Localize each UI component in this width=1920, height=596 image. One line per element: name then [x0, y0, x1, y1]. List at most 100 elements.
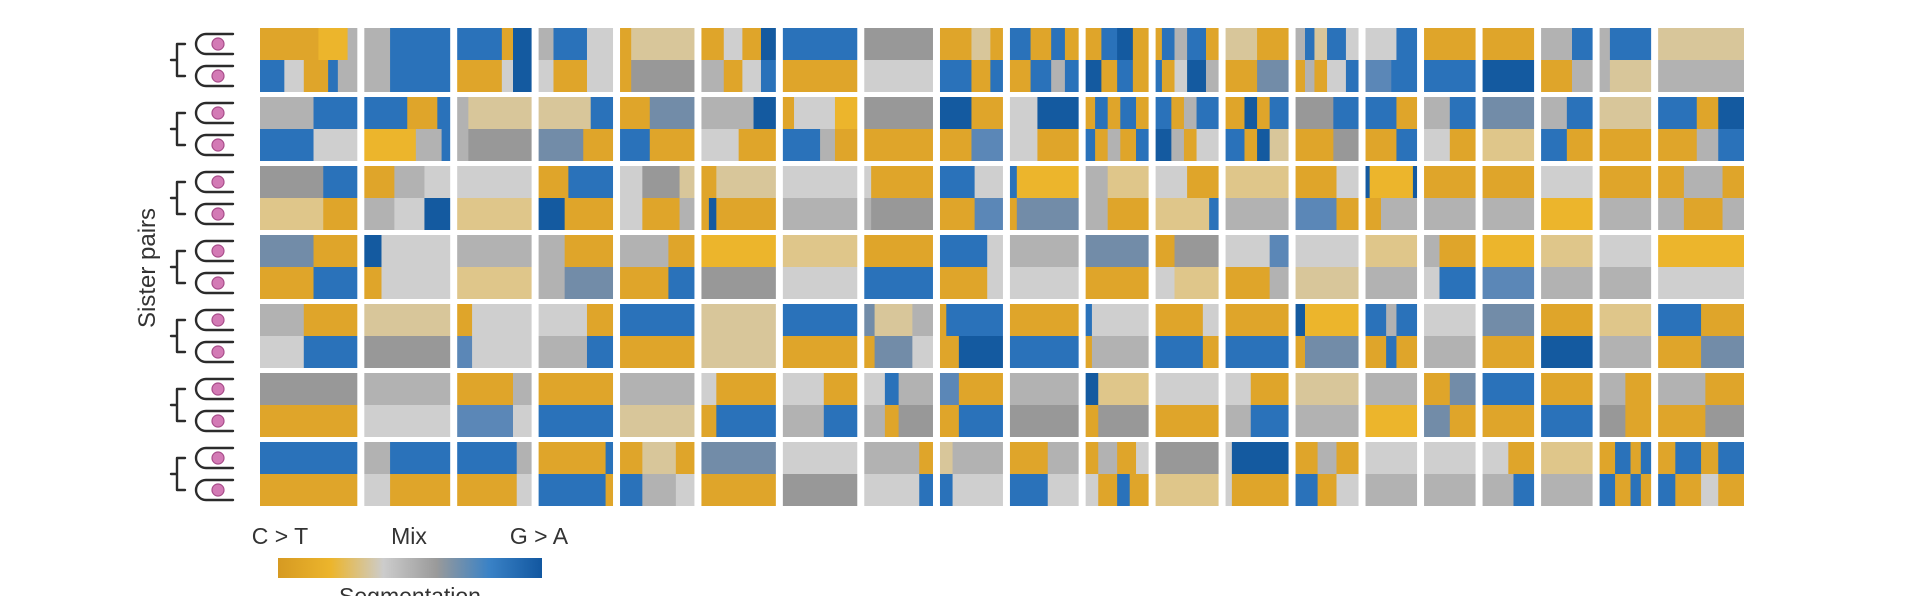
segment-top: [1009, 373, 1079, 405]
segment-bottom: [1225, 405, 1252, 437]
sister-pair-cell: [1599, 373, 1652, 437]
segment-bottom: [742, 60, 762, 92]
segment-bottom: [538, 474, 607, 506]
segment-top: [260, 166, 324, 198]
segment-top: [701, 166, 717, 198]
segment-top: [701, 442, 776, 474]
segment-top: [457, 373, 514, 405]
segment-top: [1225, 235, 1271, 267]
segment-top: [971, 97, 1003, 129]
segment-bottom: [1449, 405, 1476, 437]
sister-pair-cell: [1365, 442, 1418, 506]
segment-top: [1424, 97, 1451, 129]
sister-pair-cell: [1424, 166, 1476, 230]
segment-top: [782, 235, 858, 267]
segment-bottom: [1683, 198, 1724, 230]
segment-bottom: [1231, 474, 1289, 506]
segment-bottom: [1675, 474, 1702, 506]
segment-bottom: [364, 405, 451, 437]
sister-pair-cell: [939, 235, 1003, 299]
sister-pair-cell: [1009, 304, 1079, 368]
segment-bottom: [1155, 405, 1219, 437]
segment-bottom: [1658, 474, 1676, 506]
segment-bottom: [1599, 474, 1616, 506]
segment-bottom: [364, 336, 451, 368]
segment-top: [1541, 166, 1593, 198]
segment-top: [1120, 97, 1137, 129]
segment-bottom: [1161, 60, 1176, 92]
segment-bottom: [1295, 336, 1306, 368]
sister-pair-cell: [1424, 28, 1476, 92]
sister-pair-cell: [1424, 442, 1476, 506]
segment-bottom: [1391, 60, 1418, 92]
segment-bottom: [782, 129, 821, 161]
segment-top: [1155, 28, 1163, 60]
cell-nucleus-bottom: [211, 414, 225, 428]
segment-top: [586, 304, 614, 336]
segment-bottom: [642, 474, 677, 506]
sister-pair-cell: [260, 166, 358, 230]
segment-top: [620, 304, 695, 336]
cell-nucleus-bottom: [211, 207, 225, 221]
segment-bottom: [513, 60, 532, 92]
sister-pair-cell: [538, 235, 614, 299]
segment-bottom: [864, 405, 886, 437]
sister-pair-cell: [1085, 235, 1149, 299]
segment-top: [437, 97, 451, 129]
segment-bottom: [1658, 198, 1685, 230]
sister-pair-row: [260, 28, 1744, 92]
sister-pair-cell: [1009, 28, 1079, 92]
segment-bottom: [1541, 474, 1593, 506]
segment-bottom: [323, 198, 358, 230]
segment-bottom: [364, 267, 383, 299]
segment-top: [1295, 166, 1338, 198]
segment-top: [1541, 97, 1568, 129]
segment-top: [1295, 373, 1359, 405]
sister-pair-cell: [1155, 442, 1219, 506]
segment-bottom: [1658, 267, 1744, 299]
segment-top: [864, 442, 920, 474]
sister-pair-cell: [1155, 235, 1219, 299]
segment-bottom: [364, 198, 395, 230]
segment-top: [1625, 373, 1652, 405]
segment-top: [782, 97, 795, 129]
segment-bottom: [1196, 129, 1219, 161]
segment-top: [1333, 97, 1359, 129]
sister-pair-cell: [864, 304, 933, 368]
segment-top: [946, 304, 1003, 336]
segment-bottom: [1424, 129, 1451, 161]
segment-top: [1305, 28, 1316, 60]
segment-bottom: [864, 198, 872, 230]
sister-pair-cell: [1295, 442, 1359, 506]
cell-nucleus-top: [211, 175, 225, 189]
segment-bottom: [1295, 198, 1338, 230]
segment-top: [1541, 28, 1573, 60]
sister-pair-cell: [1658, 28, 1744, 92]
sister-pair-row: [260, 166, 1744, 230]
sister-pair-cell: [864, 97, 933, 161]
segment-top: [1101, 28, 1118, 60]
segment-top: [1117, 442, 1137, 474]
segment-top: [1205, 28, 1219, 60]
segment-bottom: [912, 336, 933, 368]
segment-bottom: [1615, 474, 1632, 506]
sister-pair-cell: [1541, 373, 1593, 437]
segment-top: [1202, 304, 1219, 336]
segment-bottom: [1365, 129, 1398, 161]
segment-top: [642, 166, 681, 198]
segment-top: [1098, 373, 1149, 405]
segment-top: [1705, 373, 1744, 405]
segment-top: [1640, 442, 1652, 474]
segment-bottom: [642, 198, 681, 230]
segment-bottom: [708, 198, 717, 230]
sister-pair-cell: [1085, 97, 1149, 161]
sister-pair-cell: [538, 442, 614, 506]
segment-top: [1155, 166, 1188, 198]
segment-bottom: [1295, 267, 1359, 299]
segment-bottom: [1009, 336, 1079, 368]
cell-nucleus-top: [211, 313, 225, 327]
segment-bottom: [1327, 60, 1347, 92]
segment-top: [590, 97, 614, 129]
segment-bottom: [1333, 129, 1359, 161]
